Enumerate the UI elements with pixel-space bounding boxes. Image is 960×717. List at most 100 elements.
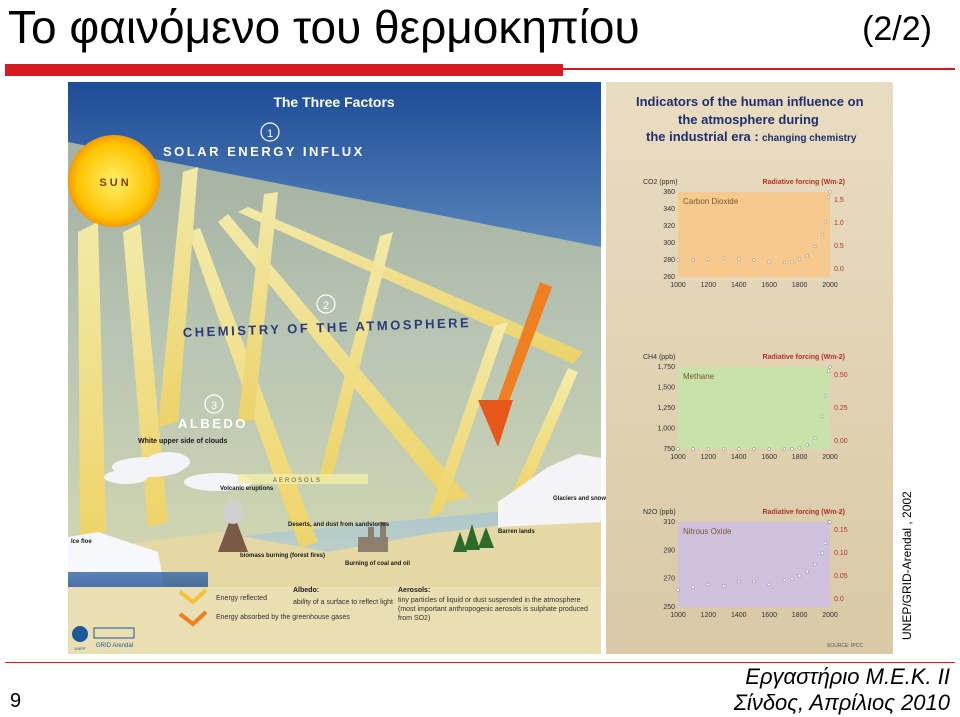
- factor1-label: SOLAR ENERGY INFLUX: [163, 144, 365, 159]
- chart-1-xtick: 1400: [731, 454, 747, 461]
- chart-2-point: [691, 585, 695, 589]
- chart-0-y2tick: 0.5: [834, 243, 844, 250]
- chart-1-point: [782, 447, 786, 451]
- chart-1-ytick: 1,500: [657, 385, 675, 392]
- chart-1-xtick: 1800: [792, 454, 808, 461]
- chart-0-xtick: 1600: [761, 282, 777, 289]
- chart-0-point: [676, 258, 680, 262]
- right-heading-line1: Indicators of the human influence on: [636, 94, 864, 109]
- chart-2-ytick: 250: [663, 604, 675, 611]
- chart-0-y2tick: 1.5: [834, 197, 844, 204]
- chart-1-y2tick: 0.50: [834, 372, 848, 379]
- chart-2-point: [828, 520, 832, 524]
- chart-0-point: [797, 257, 802, 261]
- chart-1-xtick: 1000: [670, 454, 686, 461]
- chart-2-point: [767, 582, 771, 586]
- footer-place-date: Σίνδος, Απρίλιος 2010: [733, 690, 950, 715]
- chart-1-point: [820, 414, 824, 418]
- chart-0-xtick: 2000: [822, 282, 838, 289]
- albedo-def-term: Albedo:: [293, 587, 319, 594]
- slide-title: Το φαινόμενο του θερμοκηπίου: [8, 1, 640, 53]
- footer-lab: Εργαστήριο Μ.Ε.Κ. ΙΙ: [745, 664, 950, 689]
- legend-absorbed: Energy absorbed by the greenhouse gases: [216, 614, 350, 621]
- chart-1-point: [706, 447, 710, 451]
- chart-1-ylabel: CH4 (ppb): [643, 354, 675, 361]
- white-clouds-label: White upper side of clouds: [138, 438, 228, 445]
- chart-1-xtick: 2000: [822, 454, 838, 461]
- chart-0-title: Carbon Dioxide: [683, 197, 739, 206]
- chart-0-point: [706, 257, 710, 261]
- chart-1-point: [805, 443, 809, 447]
- chart-1-point: [752, 447, 756, 451]
- chart-2-ylabel: N2O (ppb): [643, 509, 676, 516]
- chart-0-ytick: 260: [663, 274, 675, 281]
- slide-subtitle: (2/2): [862, 10, 932, 48]
- chart-0-point: [826, 195, 831, 199]
- chart-1-point: [737, 447, 741, 451]
- chart-0-point: [721, 256, 726, 260]
- chart-0-y2label: Radiative forcing (Wm-2): [763, 179, 845, 186]
- chart-1-y2tick: 0.00: [834, 438, 848, 445]
- chart-2-point: [737, 579, 741, 584]
- chart-0-xtick: 1800: [792, 282, 808, 289]
- chart-1-point: [767, 447, 771, 451]
- chart-0-xtick: 1400: [731, 282, 747, 289]
- chart-0-point: [813, 244, 817, 248]
- aerosols-band-label: AEROSOLS: [273, 478, 322, 484]
- chart-0-ylabel: CO2 (ppm): [643, 179, 678, 186]
- chart-2-ytick: 310: [663, 519, 675, 526]
- chart-2-y2tick: 0.0: [834, 596, 844, 603]
- chart-1-point: [813, 436, 817, 440]
- chart-0-xtick: 1000: [670, 282, 686, 289]
- credit-vertical: UNEP/GRID-Arendal , 2002: [900, 490, 920, 640]
- chart-0-point: [828, 190, 832, 194]
- chart-2-xtick: 2000: [822, 612, 838, 619]
- barren-label: Barren lands: [498, 529, 535, 535]
- chart-0-point: [737, 257, 741, 261]
- chart-2-y2tick: 0.10: [834, 550, 848, 557]
- chart-0-point: [805, 254, 809, 258]
- aerosols-def-term: Aerosols:: [398, 587, 430, 594]
- footer-line: [5, 662, 955, 663]
- chart-1-ytick: 1,750: [657, 364, 675, 371]
- chart-0-plot-area: [678, 192, 830, 277]
- ice-floe-label: Ice floe: [71, 539, 92, 545]
- chart-2-point: [823, 541, 828, 545]
- chart-1-ytick: 1,250: [657, 405, 675, 412]
- chart-0-point: [691, 258, 695, 262]
- volcanic-label: Volcanic eruptions: [220, 486, 274, 492]
- chart-2-point: [797, 574, 802, 578]
- chart-0-xtick: 1200: [701, 282, 717, 289]
- chart-2-ytick: 270: [663, 576, 675, 583]
- factor1-number: 1: [267, 128, 273, 140]
- chart-0-point: [820, 232, 824, 237]
- chart-1-ytick: 1,000: [657, 426, 675, 433]
- chart-2-xtick: 1400: [731, 612, 747, 619]
- chart-0-ytick: 300: [663, 240, 675, 247]
- chart-2-xtick: 1600: [761, 612, 777, 619]
- chart-2-xtick: 1200: [701, 612, 717, 619]
- sun-label: S U N: [99, 177, 128, 189]
- chart-1-y2label: Radiative forcing (Wm-2): [763, 354, 845, 361]
- chart-1-point: [676, 447, 680, 451]
- biomass-label: biomass burning (forest fires): [240, 553, 325, 559]
- chart-2-point: [820, 551, 824, 555]
- chart-2-point: [813, 562, 817, 567]
- burning-coal-label: Burning of coal and oil: [345, 561, 410, 567]
- chart-2-point: [706, 582, 710, 586]
- chart-0-ytick: 340: [663, 206, 675, 213]
- chart-2-point: [752, 579, 756, 584]
- factor3-label: ALBEDO: [178, 416, 248, 431]
- page-number: 9: [10, 690, 22, 712]
- chart-1-ytick: 750: [663, 446, 675, 453]
- albedo-def: ability of a surface to reflect light: [293, 599, 393, 606]
- chart-0-point: [823, 220, 828, 224]
- deserts-label: Deserts, and dust from sandstorms: [288, 522, 390, 528]
- chart-0-y2tick: 0.0: [834, 266, 844, 273]
- chart-1-point: [826, 369, 831, 373]
- chart-2-y2tick: 0.05: [834, 573, 848, 580]
- left-heading: The Three Factors: [273, 94, 395, 110]
- chart-1-point: [797, 446, 802, 450]
- chart-2-xtick: 1800: [792, 612, 808, 619]
- chart-0-point: [767, 260, 771, 264]
